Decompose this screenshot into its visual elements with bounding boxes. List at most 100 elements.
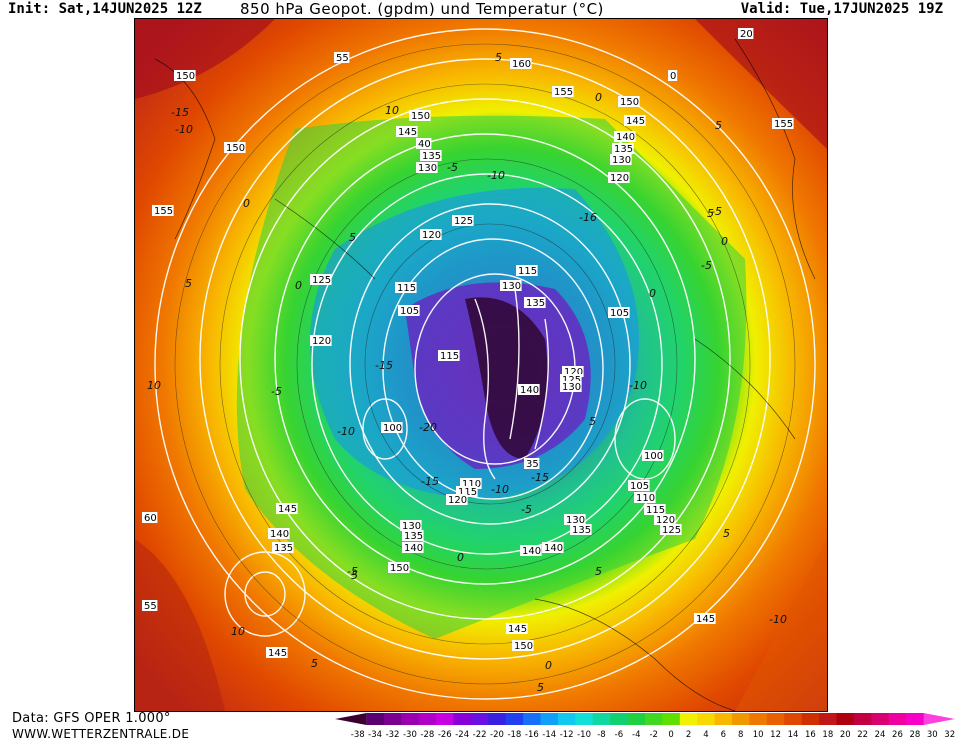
geopotential-label: 105: [400, 306, 419, 317]
geopotential-label-box: [420, 150, 442, 161]
geopotential-label: 115: [518, 266, 537, 277]
geopotential-label-box: [402, 530, 424, 541]
temperature-label: 5: [185, 277, 192, 290]
geopotential-label-box: [524, 297, 546, 308]
geopotential-label-box: [560, 374, 582, 385]
temperature-label: -10: [491, 483, 509, 496]
geopotential-label: 150: [514, 641, 533, 652]
valid-time-label: Valid: Tue,17JUN2025 19Z: [740, 1, 943, 17]
geopotential-label: 130: [562, 382, 581, 393]
geopotential-label: 135: [526, 298, 545, 309]
geopotential-label: 135: [274, 543, 293, 554]
geopotential-label-box: [660, 524, 682, 535]
colorbar-swatch: [923, 713, 955, 725]
colorbar-tick-label: 2: [686, 730, 691, 740]
geopotential-label-box: [224, 142, 246, 153]
colorbar-swatch: [749, 713, 768, 725]
geopotential-label-box: [268, 528, 290, 539]
geopotential-label: 145: [278, 504, 297, 515]
geopotential-label-box: [560, 381, 582, 392]
geopotential-label-box: [542, 542, 564, 553]
colorbar-swatch: [335, 713, 367, 725]
colorbar-swatch: [592, 713, 611, 725]
temperature-label: -5: [521, 503, 532, 516]
colorbar-swatch: [453, 713, 472, 725]
geopotential-label-box: [614, 131, 636, 142]
geopotential-label-box: [612, 143, 634, 154]
colorbar-tick-label: 8: [738, 730, 743, 740]
colorbar-tick-label: -6: [615, 730, 623, 740]
geopotential-label: 40: [418, 139, 431, 150]
temperature-label: 5: [495, 51, 502, 64]
geopotential-label: 125: [312, 275, 331, 286]
geopotential-label: 130: [566, 515, 585, 526]
geopotential-label-box: [276, 503, 298, 514]
colorbar-swatch: [819, 713, 838, 725]
geopotential-label-box: [694, 613, 716, 624]
weather-map: 150 55 160 155 150 150 145 40 135 130 145 140 135 130…: [134, 18, 828, 712]
geopotential-label-box: [562, 366, 584, 377]
temperature-label: -10: [487, 169, 505, 182]
colorbar-swatch: [888, 713, 907, 725]
geopotential-label-box: [396, 126, 418, 137]
colorbar-swatch: [714, 713, 733, 725]
geopotential-label: 120: [312, 336, 331, 347]
colorbar-swatch: [436, 713, 454, 725]
geopotential-label-box: [624, 115, 646, 126]
geopotential-label: 130: [418, 163, 437, 174]
temperature-label: -16: [579, 211, 597, 224]
temperature-label: 5: [349, 231, 356, 244]
geopotential-label-box: [654, 514, 676, 525]
geopotential-label-box: [520, 545, 542, 556]
data-source-label: Data: GFS OPER 1.000°: [12, 711, 171, 726]
geopotential-label-box: [398, 305, 420, 316]
temperature-label: 5: [537, 681, 544, 694]
colorbar-swatch: [766, 713, 785, 725]
init-time-label: Init: Sat,14JUN2025 12Z: [8, 1, 202, 17]
geopotential-label-box: [506, 623, 528, 634]
geopotential-label-box: [642, 450, 664, 461]
geopotential-label: 100: [644, 451, 663, 462]
colorbar-swatch: [366, 713, 385, 725]
colorbar-swatch: [662, 713, 681, 725]
geopotential-label: 150: [411, 111, 430, 122]
geopotential-label-box: [310, 335, 332, 346]
geopotential-label: 125: [454, 216, 473, 227]
temperature-label: 5: [351, 569, 358, 582]
geopotential-label: 35: [526, 459, 539, 470]
temperature-label: 0: [295, 279, 302, 292]
geopotential-label: 135: [422, 151, 441, 162]
colorbar-swatch: [488, 713, 507, 725]
geopotential-label-box: [416, 162, 438, 173]
geopotential-labels: 1505516015515015014540135130145140135130…: [142, 28, 794, 659]
geopotential-label-box: [142, 600, 158, 611]
colorbar-swatch: [540, 713, 559, 725]
colorbar-tick-label: -2: [649, 730, 657, 740]
colorbar-swatch: [610, 713, 629, 725]
geopotential-label-box: [438, 350, 460, 361]
colorbar-tick-label: 6: [721, 730, 726, 740]
geopotential-label-box: [516, 265, 538, 276]
geopotential-label: 130: [402, 521, 421, 532]
geopotential-label-box: [388, 562, 410, 573]
geopotential-label-box: [524, 458, 540, 469]
geopotential-label: 125: [562, 375, 581, 386]
geopotential-label: 140: [520, 385, 539, 396]
geopotential-label-box: [512, 640, 534, 651]
colorbar-swatch: [418, 713, 437, 725]
colorbar-tick-label: -22: [473, 730, 487, 740]
temperature-label: -5: [701, 259, 712, 272]
geopotential-label: 120: [564, 367, 583, 378]
geopotential-label: 115: [397, 283, 416, 294]
temperature-label: 5: [723, 527, 730, 540]
geopotential-label-box: [446, 494, 468, 505]
temperature-label: -10: [175, 123, 193, 136]
geopotential-label: 140: [522, 546, 541, 557]
colorbar-swatch: [784, 713, 803, 725]
geopotential-label: 150: [176, 71, 195, 82]
geopotential-label: 120: [610, 173, 629, 184]
colorbar-swatch: [505, 713, 524, 725]
temperature-label: -15: [171, 106, 189, 119]
geopotential-label-box: [310, 274, 332, 285]
